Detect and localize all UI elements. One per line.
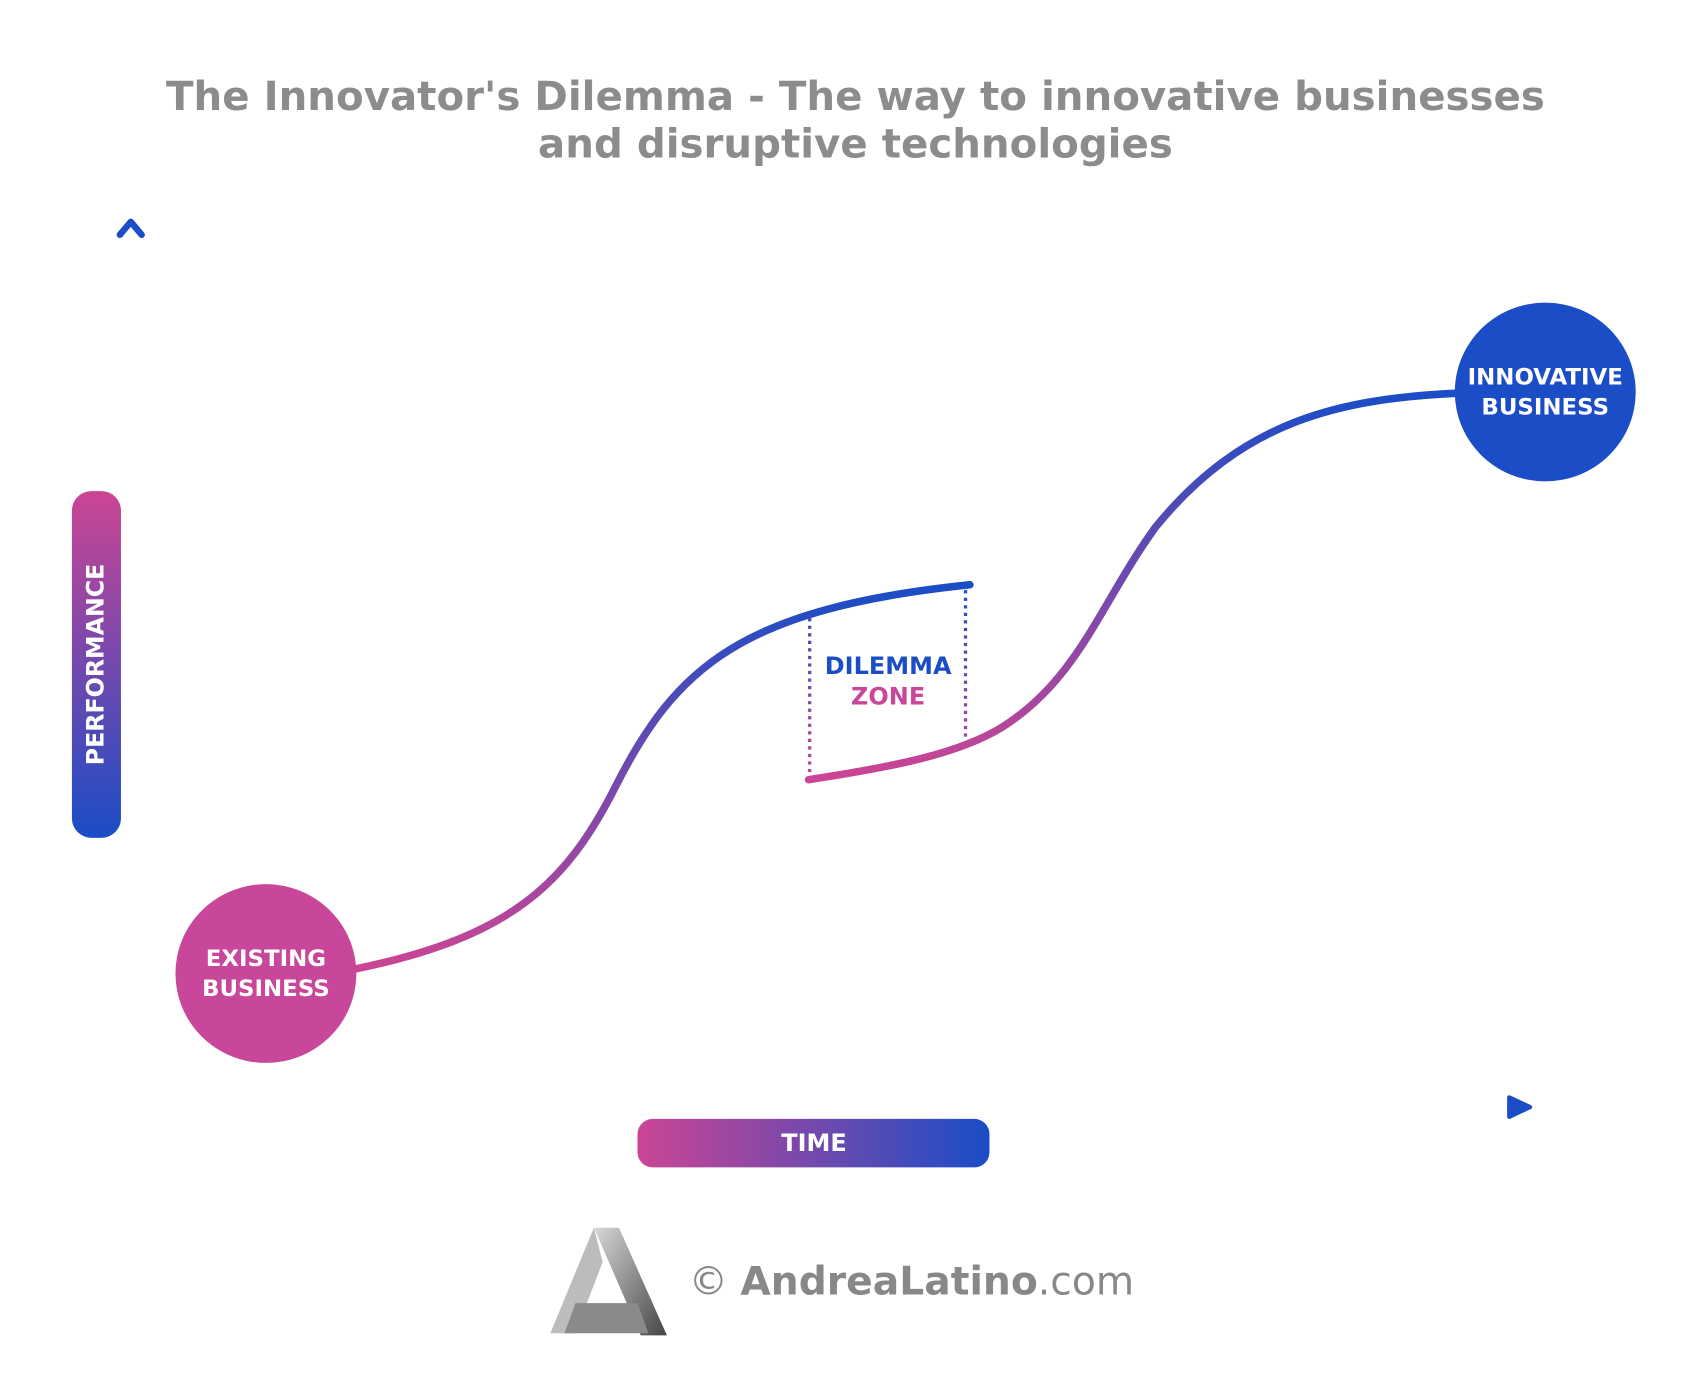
title-line: The Innovator's Dilemma - The way to inn… (166, 74, 1545, 120)
existing-curve (350, 581, 974, 973)
node-label: BUSINESS (202, 976, 330, 1002)
domain: .com (1038, 1259, 1134, 1304)
copyright: © (689, 1259, 728, 1304)
logo (550, 1227, 667, 1336)
x-arrow (1507, 1095, 1533, 1119)
x-label-pill (637, 1118, 990, 1168)
innovative-node (1454, 302, 1636, 482)
node-label: EXISTING (206, 946, 326, 972)
innovative-curve (804, 389, 1465, 784)
y-arrow (116, 218, 145, 238)
footer: © AndreaLatino.com (689, 1259, 1134, 1304)
title-line: and disruptive technologies (538, 122, 1173, 168)
node-label: BUSINESS (1481, 395, 1609, 421)
existing-node (175, 884, 357, 1063)
y-label: PERFORMANCE (81, 564, 109, 766)
x-label: TIME (781, 1129, 846, 1157)
zone-label: DILEMMA (825, 652, 952, 680)
brand: AndreaLatino (740, 1259, 1037, 1304)
zone-label: ZONE (851, 682, 925, 710)
node-label: INNOVATIVE (1468, 365, 1623, 391)
y-label-pill (71, 491, 121, 838)
